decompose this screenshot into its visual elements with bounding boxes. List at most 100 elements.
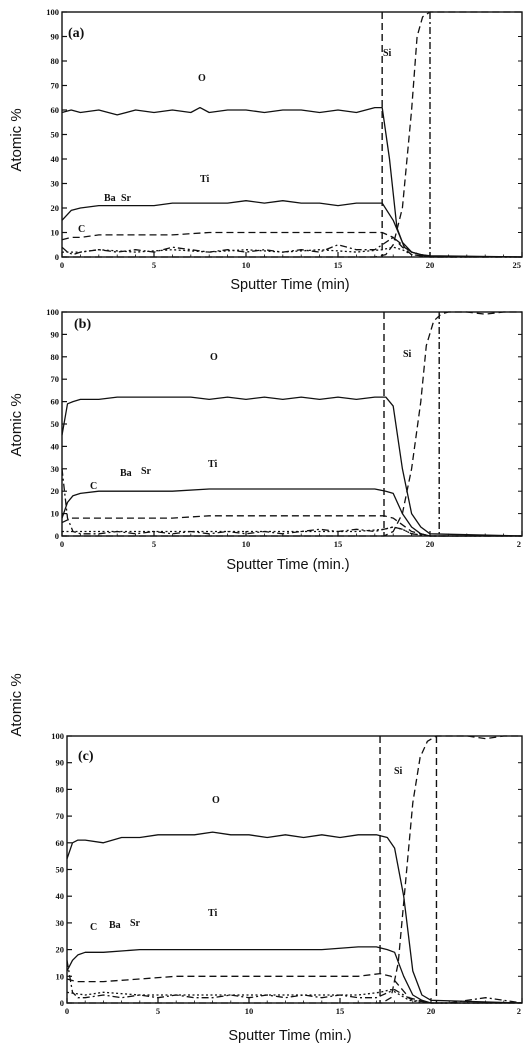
y-tick-label: 0 (55, 252, 59, 262)
y-tick-label: 70 (56, 811, 65, 821)
y-tick-label: 70 (51, 374, 60, 384)
series-line-c (66, 960, 523, 1004)
y-tick-label: 50 (51, 419, 60, 429)
x-tick-label: 5 (152, 260, 156, 270)
y-tick-label: 30 (51, 464, 60, 474)
y-tick-label: 80 (51, 352, 60, 362)
y-tick-label: 10 (56, 971, 65, 981)
plot-area-0: 0 10 20 30 40 50 60 70 80 90 100 0 5 10 15 20 25 (46, 7, 523, 270)
y-tick-label: 100 (46, 7, 59, 17)
y-axis-label: Atomic % (8, 393, 25, 456)
y-tick-label: 100 (46, 307, 59, 317)
x-tick-label: 20 (426, 539, 435, 549)
y-tick-label: 70 (51, 81, 60, 91)
series-line-ba (61, 231, 522, 258)
series-line-sr (62, 526, 522, 537)
series-label-si: Si (383, 48, 392, 59)
y-tick-label: 20 (56, 945, 65, 955)
series-label-o: O (210, 352, 218, 363)
series-label-sr: Sr (130, 918, 141, 929)
x-axis-label: Sputter Time (min) (230, 277, 349, 293)
series-label-si: Si (394, 766, 403, 777)
x-tick-label: 0 (60, 539, 64, 549)
series-label-o: O (198, 73, 206, 84)
series-label-ba: Ba (120, 468, 132, 479)
chart-panel-a: Atomic % Sputter Time (min) (a) O Ti Ba … (8, 26, 392, 293)
x-tick-label: 15 (334, 539, 343, 549)
y-tick-label: 90 (51, 329, 60, 339)
series-line-o (66, 831, 523, 1004)
y-tick-label: 20 (51, 486, 60, 496)
y-tick-label: 80 (51, 56, 60, 66)
series-line-ba (66, 972, 522, 1004)
x-tick-label: 5 (156, 1006, 160, 1016)
series-line-ba (61, 515, 522, 537)
x-tick-label: 15 (336, 1006, 345, 1016)
series-line-si (62, 311, 522, 537)
y-tick-label: 20 (51, 203, 60, 213)
plot-area-2: 0 10 20 30 40 50 60 70 80 90 100 0 5 10 15 20 2 (51, 731, 523, 1016)
x-tick-label: 20 (426, 260, 435, 270)
y-tick-label: 40 (56, 891, 65, 901)
series-label-sr: Sr (141, 466, 152, 477)
x-tick-label: 15 (334, 260, 343, 270)
series-label-sr: Sr (121, 193, 132, 204)
y-tick-label: 30 (51, 179, 60, 189)
series-line-sr (62, 246, 522, 258)
series-label-ti: Ti (200, 174, 209, 185)
series-label-ti: Ti (208, 908, 217, 919)
y-tick-label: 50 (56, 865, 65, 875)
series-line-c (61, 468, 522, 537)
y-axis-label: Atomic % (8, 108, 25, 171)
x-tick-label: 0 (65, 1006, 69, 1016)
series-line-si (67, 735, 522, 1004)
y-tick-label: 0 (55, 531, 59, 541)
series-label-c: C (90, 922, 97, 933)
y-tick-label: 50 (51, 130, 60, 140)
chart-panel-b: Atomic % Sputter Time (min.) (b) O Ti Ba… (8, 317, 412, 573)
chart-panel-c: Atomic % Sputter Time (min.) (c) O Ti Ba… (8, 673, 403, 1044)
series-line-c (61, 236, 522, 258)
y-tick-label: 90 (51, 32, 60, 42)
x-tick-label: 25 (513, 260, 522, 270)
series-label-c: C (90, 481, 97, 492)
x-tick-label: 10 (242, 260, 251, 270)
plot-frame (61, 311, 523, 537)
series-label-ba: Ba (104, 193, 116, 204)
y-tick-label: 10 (51, 509, 60, 519)
x-axis-label: Sputter Time (min.) (228, 1028, 351, 1044)
series-line-ti (61, 488, 522, 537)
plot-frame (61, 11, 523, 258)
series-label-o: O (212, 795, 220, 806)
x-tick-label: 0 (60, 260, 64, 270)
series-label-c: C (78, 224, 85, 235)
y-tick-label: 0 (60, 998, 64, 1008)
x-tick-label: 10 (245, 1006, 254, 1016)
series-line-si (62, 11, 522, 258)
y-tick-label: 60 (56, 838, 65, 848)
panel-label: (a) (68, 26, 85, 41)
x-tick-label: 2 (517, 539, 521, 549)
x-tick-label: 2 (517, 1006, 521, 1016)
y-tick-label: 30 (56, 918, 65, 928)
plot-area-1: 0 10 20 30 40 50 60 70 80 90 100 0 5 10 15 20 2 (46, 307, 523, 549)
y-tick-label: 80 (56, 784, 65, 794)
panel-label: (c) (78, 749, 94, 764)
y-axis-label: Atomic % (8, 673, 25, 736)
x-tick-label: 10 (242, 539, 251, 549)
y-tick-label: 100 (51, 731, 64, 741)
y-tick-label: 40 (51, 154, 60, 164)
x-tick-label: 5 (152, 539, 156, 549)
series-line-ti (61, 200, 523, 258)
x-tick-label: 20 (427, 1006, 436, 1016)
series-label-ti: Ti (208, 459, 217, 470)
y-tick-label: 90 (56, 758, 65, 768)
y-tick-label: 60 (51, 105, 60, 115)
series-label-si: Si (403, 349, 412, 360)
plot-frame (66, 735, 523, 1004)
panel-label: (b) (74, 317, 91, 332)
x-axis-label: Sputter Time (min.) (226, 557, 349, 573)
y-tick-label: 40 (51, 441, 60, 451)
y-tick-label: 10 (51, 228, 60, 238)
